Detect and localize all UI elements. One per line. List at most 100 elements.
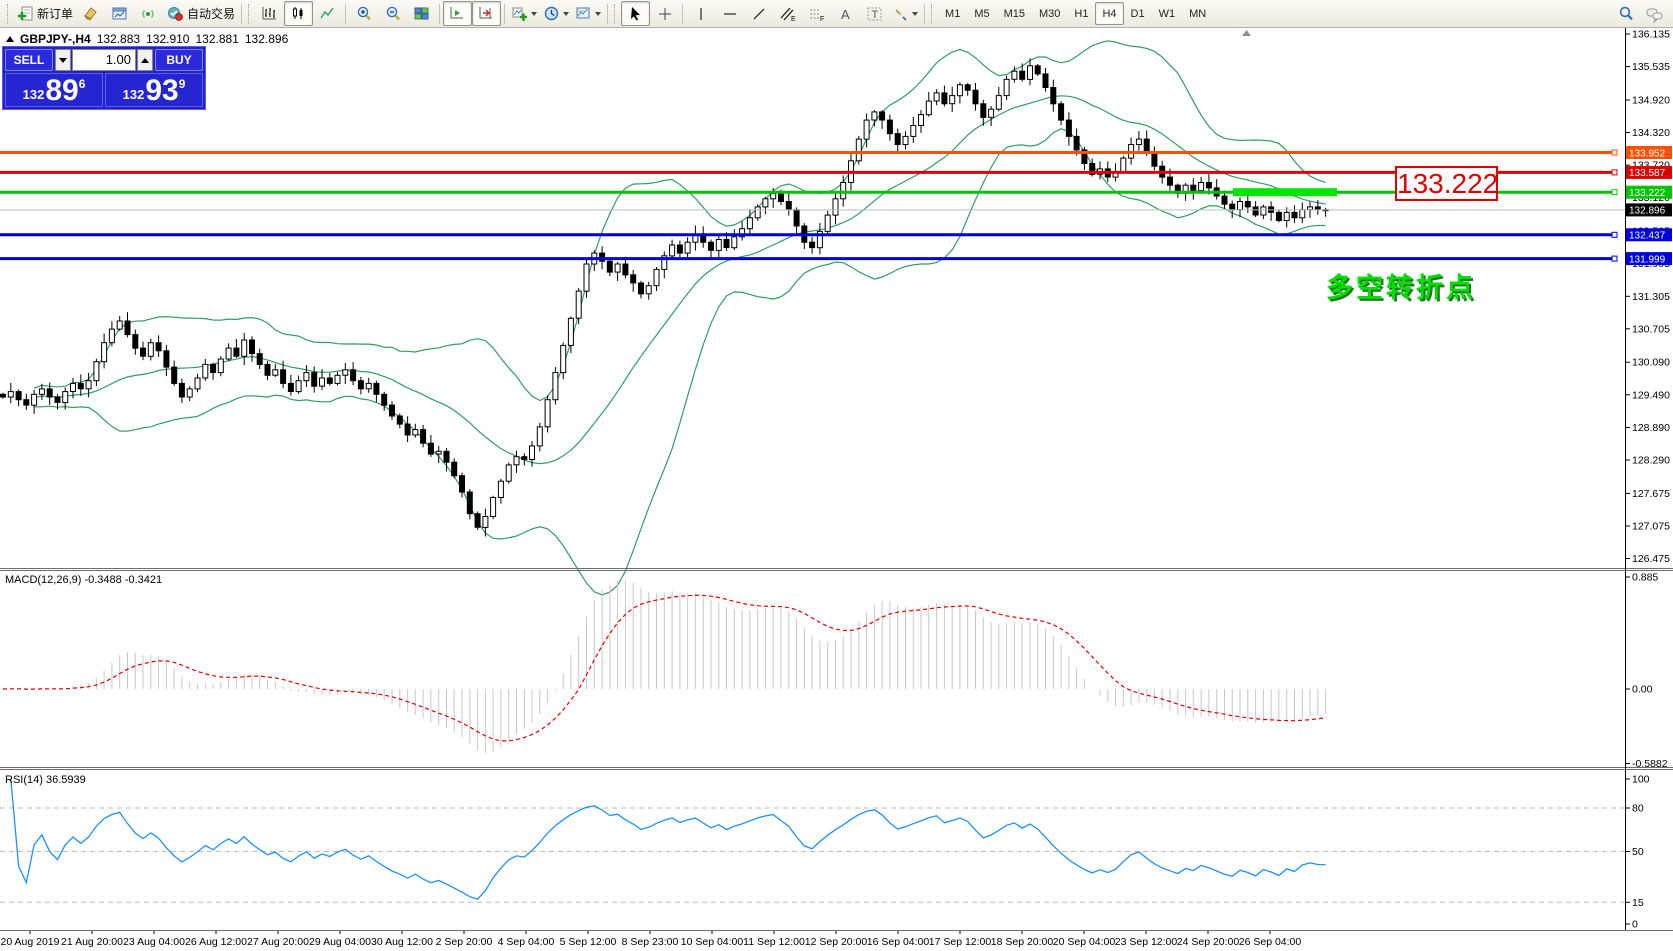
svg-text:8 Sep 23:00: 8 Sep 23:00 [622,936,679,948]
svg-text:127.075: 127.075 [1632,521,1670,533]
sell-price-button[interactable]: 132 89 6 [5,73,103,107]
high-value: 132.910 [146,32,190,46]
trendline-icon [753,8,764,19]
trendline-button[interactable] [744,1,773,26]
chinese-note-label[interactable]: 多空转折点 [1326,273,1476,303]
svg-text:18 Sep 20:00: 18 Sep 20:00 [991,936,1054,948]
svg-text:21 Aug 20:00: 21 Aug 20:00 [61,936,123,948]
compass-icon [83,7,97,21]
price-callout-box[interactable]: 133.222 [1395,166,1499,201]
chat-button[interactable] [1640,1,1669,26]
arrows-button[interactable] [889,1,921,26]
up-arrow-icon [141,54,149,63]
toolbar-grip[interactable] [614,3,618,24]
equidistant-channel-icon: E [780,7,796,22]
bar-chart-button[interactable] [255,1,284,26]
svg-text:29 Aug 04:00: 29 Aug 04:00 [309,936,371,948]
timeframe-M15[interactable]: M15 [1003,7,1025,20]
svg-text:132.896: 132.896 [1629,206,1666,217]
zoom-in-button[interactable] [349,1,378,26]
channel-button[interactable]: E [773,1,802,26]
zoom-in-icon [357,6,371,20]
new-order-button[interactable]: 新订单 [14,1,76,26]
volume-decrease-button[interactable] [55,49,71,71]
sell-button[interactable]: SELL [5,49,53,71]
zoom-out-button[interactable] [378,1,407,26]
svg-text:17 Sep 12:00: 17 Sep 12:00 [929,936,992,948]
price-scale[interactable]: 136.135135.535134.920134.320133.720133.1… [1625,28,1672,931]
fibonacci-icon: F [809,9,824,22]
separator [439,3,441,24]
svg-text:F: F [820,16,824,22]
toolbar-grip[interactable] [931,3,935,24]
toolbar-grip[interactable] [7,3,11,24]
buy-button[interactable]: BUY [155,49,203,71]
text-button[interactable]: A [831,1,860,26]
svg-text:26 Sep 04:00: 26 Sep 04:00 [1239,936,1302,948]
new-order-icon [18,6,33,21]
pane-separators[interactable] [0,568,1673,931]
chart-shift-marker[interactable] [1242,30,1251,36]
sell-price-sup: 6 [78,77,86,91]
macd-histogram [10,580,1327,753]
timeframe-M1[interactable]: M1 [945,7,961,20]
periods-button[interactable] [540,1,572,26]
timeframe-H4[interactable]: H4 [1095,2,1124,25]
svg-text:20 Aug 2019: 20 Aug 2019 [1,936,60,948]
chart-window-button[interactable] [105,1,134,26]
text-icon: A [841,7,850,22]
autotrading-button[interactable]: 自动交易 [163,1,238,26]
horizontal-line-button[interactable] [715,1,744,26]
svg-text:129.490: 129.490 [1632,389,1670,401]
templates-button[interactable] [572,1,604,26]
auto-scroll-button[interactable] [443,1,473,26]
one-click-trading-panel: SELL 1.00 BUY 132 89 6 132 93 9 [2,46,206,110]
crosshair-button[interactable] [650,1,679,26]
highlight-segment[interactable] [1233,188,1337,197]
volume-input[interactable]: 1.00 [72,49,136,71]
signal-icon [142,9,154,19]
market-watch-button[interactable] [76,1,105,26]
rsi-line [10,778,1326,900]
autotrading-icon [168,7,183,21]
text-label-icon: T [867,7,882,21]
chart-header: GBPJPY-,H4 132.883 132.910 132.881 132.8… [6,32,288,46]
bar-chart-icon [262,7,277,20]
signals-button[interactable] [134,1,163,26]
indicators-button[interactable] [508,1,540,26]
horizontal-lines[interactable] [0,149,1618,262]
svg-text:126.475: 126.475 [1632,553,1670,565]
timeframe-M30[interactable]: M30 [1039,7,1061,20]
search-button[interactable] [1611,1,1640,26]
candlestick-chart-button[interactable] [284,1,314,26]
rsi-indicator-label: RSI(14) 36.5939 [5,774,86,786]
chart-shift-button[interactable] [472,1,502,26]
candlestick-chart-icon [293,7,303,19]
vertical-line-button[interactable] [686,1,715,26]
volume-increase-button[interactable] [137,49,153,71]
time-scale[interactable]: 20 Aug 2019 21 Aug 20:00 23 Aug 04:00 26 Au… [1,931,1302,948]
search-icon [1619,6,1633,20]
timeframe-D1[interactable]: D1 [1130,7,1145,20]
timeframe-MN[interactable]: MN [1189,7,1207,20]
timeframe-W1[interactable]: W1 [1158,7,1176,20]
fibonacci-button[interactable]: F [802,1,831,26]
buy-price-prefix: 132 [122,87,145,102]
svg-text:127.675: 127.675 [1632,488,1670,500]
svg-text:23 Sep 12:00: 23 Sep 12:00 [1115,936,1178,948]
tile-windows-button[interactable] [407,1,436,26]
line-chart-button[interactable] [313,1,342,26]
cursor-button[interactable] [621,1,651,26]
timeframe-H1[interactable]: H1 [1074,7,1089,20]
text-label-button[interactable]: T [860,1,889,26]
autotrading-label: 自动交易 [187,7,236,21]
toolbar-grip[interactable] [248,3,252,24]
timeframe-M5[interactable]: M5 [974,7,990,20]
svg-text:A: A [841,7,850,22]
svg-text:10 Sep 04:00: 10 Sep 04:00 [681,936,744,948]
chart-shift-icon [479,7,493,19]
buy-price-button[interactable]: 132 93 9 [105,73,203,107]
svg-text:T: T [872,9,879,21]
